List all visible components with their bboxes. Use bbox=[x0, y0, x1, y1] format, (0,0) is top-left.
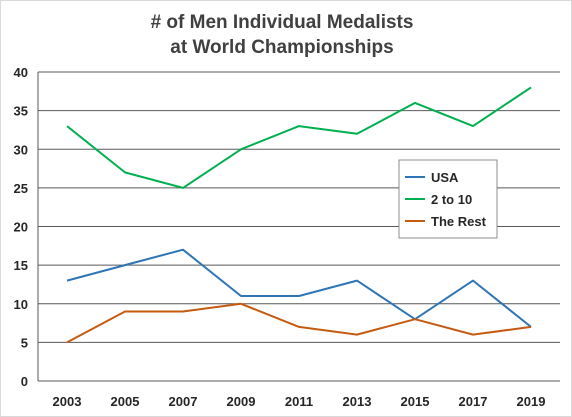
x-tick-label: 2007 bbox=[169, 394, 198, 409]
x-tick-label: 2015 bbox=[401, 394, 430, 409]
y-tick-label: 0 bbox=[21, 374, 28, 389]
x-tick-label: 2003 bbox=[53, 394, 82, 409]
y-tick-label: 15 bbox=[14, 258, 28, 273]
legend-label: 2 to 10 bbox=[431, 192, 472, 207]
legend: USA 2 to 10 The Rest bbox=[398, 159, 498, 239]
y-tick-label: 30 bbox=[14, 142, 28, 157]
legend-label: The Rest bbox=[431, 214, 487, 229]
x-tick-label: 2011 bbox=[285, 394, 313, 409]
series-line-usa bbox=[66, 248, 532, 328]
y-tick-label: 35 bbox=[14, 104, 28, 119]
legend-label: USA bbox=[431, 170, 459, 185]
series-line-the-rest bbox=[66, 302, 532, 344]
chart-title: # of Men Individual Medalists bbox=[151, 12, 414, 33]
chart-subtitle: at World Championships bbox=[170, 37, 393, 58]
y-tick-label: 10 bbox=[14, 297, 28, 312]
x-tick-label: 2009 bbox=[227, 394, 256, 409]
x-tick-label: 2017 bbox=[459, 394, 488, 409]
y-tick-label: 25 bbox=[14, 181, 28, 196]
x-tick-label: 2005 bbox=[111, 394, 140, 409]
series-line-2-to-10 bbox=[66, 86, 532, 189]
y-tick-label: 20 bbox=[14, 220, 28, 235]
y-tick-label: 40 bbox=[14, 65, 28, 80]
y-tick-label: 5 bbox=[21, 335, 28, 350]
x-tick-label: 2019 bbox=[517, 394, 546, 409]
y-axis-ticks: 0 5 10 15 20 25 30 35 40 bbox=[14, 65, 28, 389]
x-tick-label: 2013 bbox=[343, 394, 372, 409]
x-axis-ticks: 2003 2005 2007 2009 2011 2013 2015 2017 2019 bbox=[53, 394, 546, 409]
series-lines bbox=[66, 86, 532, 344]
